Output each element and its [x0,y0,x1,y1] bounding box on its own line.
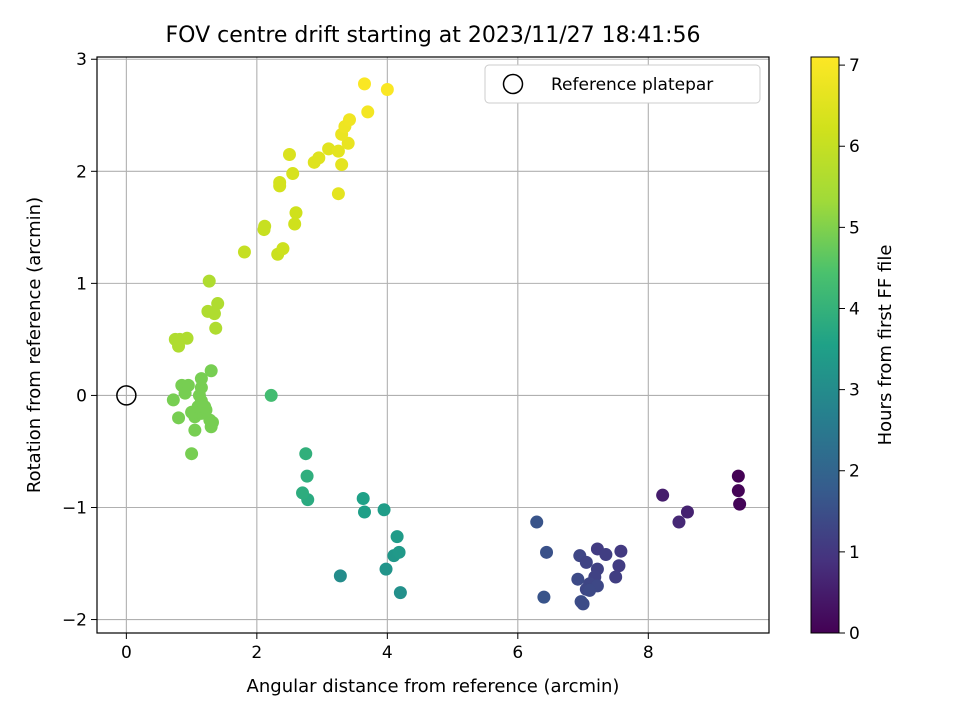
reference-point [116,385,137,406]
data-point [731,469,745,483]
data-point [289,206,303,220]
data-point [335,158,349,172]
x-tick-label: 4 [382,643,393,663]
data-point [207,307,221,321]
colorbar-tick-label: 2 [849,462,860,482]
data-point [202,274,216,288]
data-point [530,515,544,529]
data-point [209,321,223,335]
data-point [609,570,623,584]
data-point [356,492,370,506]
data-point [733,497,747,511]
data-point [540,545,554,559]
x-tick-label: 2 [251,643,262,663]
data-point [377,503,391,517]
data-point [357,77,371,91]
legend-box [484,64,761,104]
data-point [656,488,670,502]
y-tick-label: −2 [62,611,87,631]
data-point [342,113,356,127]
grid-lines [97,57,769,633]
x-tick-label: 0 [121,643,132,663]
data-point [180,331,194,345]
data-point [273,176,287,190]
colorbar-ticks: 0 1 2 3 4 5 6 7 [839,56,860,644]
legend-label: Reference platepar [551,75,713,95]
x-axis-label: Angular distance from reference (arcmin) [247,676,620,697]
data-point [258,219,272,233]
data-point [264,388,278,402]
plot-frame [96,56,770,634]
data-point [357,505,371,519]
colorbar-tick-label: 6 [849,137,860,157]
colorbar-tick-label: 5 [849,218,860,238]
data-point [731,484,745,498]
x-axis: 0 2 4 6 8 [121,633,654,663]
points-layer [116,77,747,611]
data-point [612,559,626,573]
data-point [576,597,590,611]
colorbar-label: Hours from first FF file [875,245,896,446]
colorbar: 0 1 2 3 4 5 6 7 Hours from first FF file [810,56,896,644]
data-point [583,583,597,597]
y-tick-label: 2 [76,162,87,182]
data-point [188,423,202,437]
data-point [288,217,302,231]
data-point [571,572,585,586]
colorbar-gradient [810,56,840,634]
data-point [300,469,314,483]
data-point [341,136,355,150]
legend: Reference platepar [484,64,761,104]
x-tick-label: 8 [643,643,654,663]
data-point [194,381,208,395]
colorbar-tick-label: 1 [849,543,860,563]
data-point [185,447,199,461]
data-point [614,544,628,558]
data-point [331,144,345,158]
data-point [322,142,336,156]
data-point [181,378,195,392]
data-point [599,548,613,562]
y-tick-label: 0 [76,386,87,406]
y-tick-label: −1 [62,498,87,518]
data-point [380,82,394,96]
data-point [537,590,551,604]
data-point [276,242,290,256]
data-point [672,515,686,529]
data-point [331,187,345,201]
data-point [390,530,404,544]
y-axis-label: Rotation from reference (arcmin) [24,197,45,493]
data-point [286,167,300,181]
data-point [282,147,296,161]
data-point [166,393,180,407]
y-tick-label: 3 [76,50,87,70]
data-point [204,364,218,378]
y-axis: −2 −1 0 1 2 3 [62,50,97,631]
data-point [312,151,326,165]
data-point [579,555,593,569]
legend-marker [502,73,524,95]
data-point [194,372,208,386]
y-tick-label: 1 [76,274,87,294]
colorbar-tick-label: 7 [849,56,860,76]
data-point [211,297,225,311]
data-point [299,447,313,461]
data-point [237,245,251,259]
data-point [392,545,406,559]
chart-title: FOV centre drift starting at 2023/11/27 … [166,23,701,48]
data-point [296,486,310,500]
colorbar-tick-label: 4 [849,299,860,319]
data-point [680,505,694,519]
data-point [333,569,347,583]
colorbar-tick-label: 3 [849,381,860,401]
data-point [172,411,186,425]
x-tick-label: 6 [512,643,523,663]
colorbar-tick-label: 0 [849,624,860,644]
data-point [393,586,407,600]
data-point [361,105,375,119]
data-point [379,562,393,576]
